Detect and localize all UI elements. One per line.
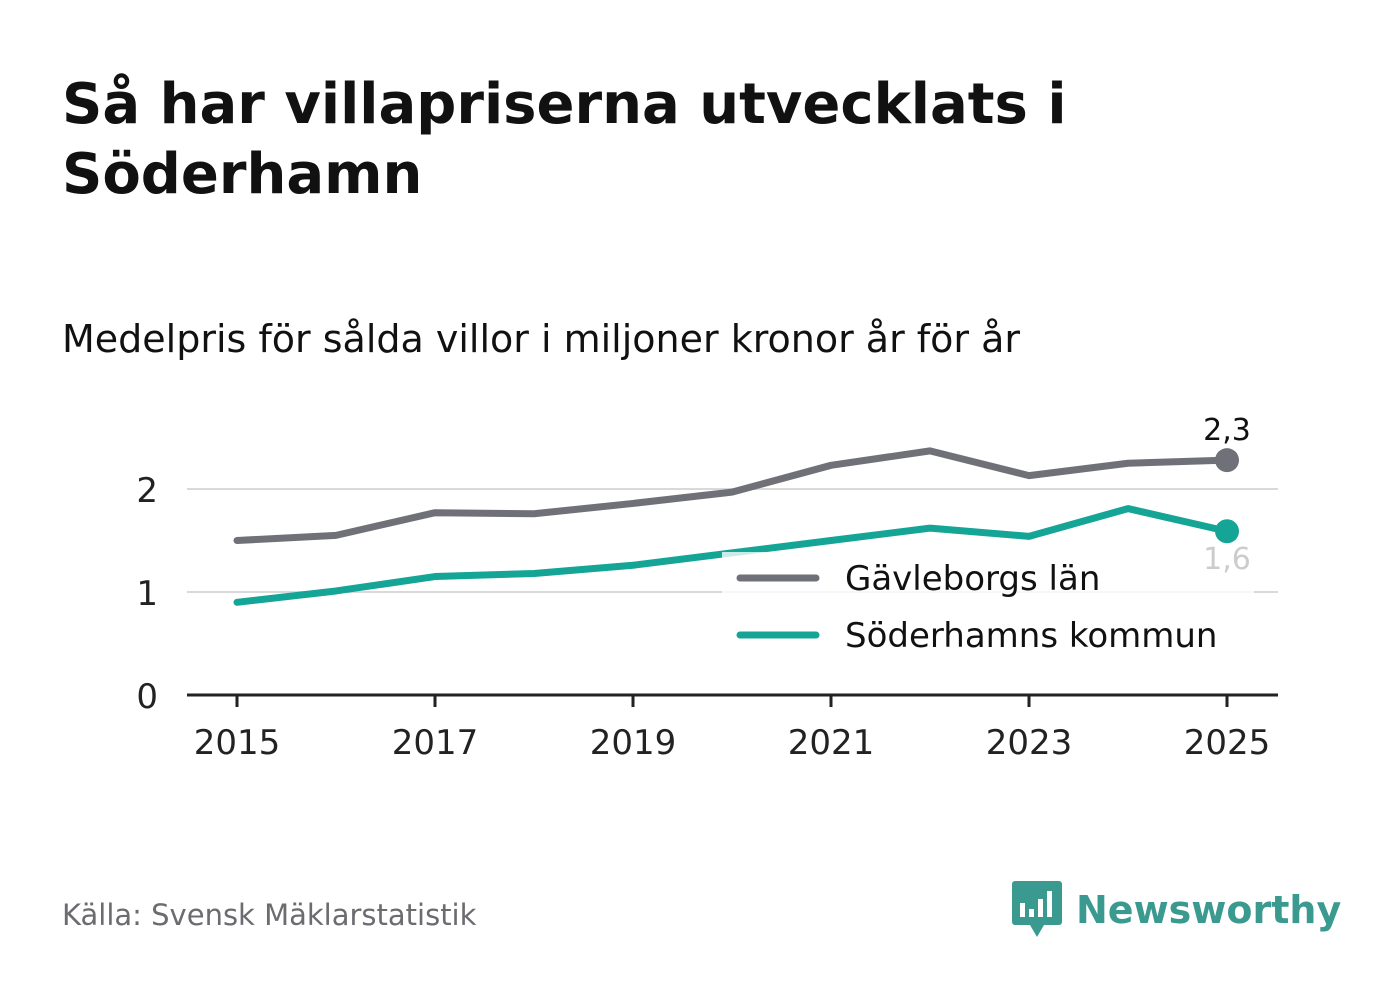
end-point-soderhamns-kommun xyxy=(1215,519,1239,544)
x-tick-label: 2021 xyxy=(788,723,875,763)
chart-subtitle: Medelpris för sålda villor i miljoner kr… xyxy=(62,317,1021,361)
y-tick-label: 0 xyxy=(136,677,158,717)
legend-background xyxy=(722,552,1254,664)
newsworthy-logo-icon xyxy=(1012,881,1062,937)
y-tick-label: 1 xyxy=(136,574,158,614)
chart-title: Så har villapriserna utvecklats i Söderh… xyxy=(62,72,1067,207)
brand-logo: Newsworthy xyxy=(1010,878,1341,942)
x-tick-label: 2015 xyxy=(194,723,281,763)
x-tick-label: 2017 xyxy=(392,723,479,763)
x-tick-label: 2025 xyxy=(1184,723,1271,763)
legend-label: Söderhamns kommun xyxy=(845,616,1217,656)
source-text: Källa: Svensk Mäklarstatistik xyxy=(62,898,477,932)
series-line-gavleborgs-lan xyxy=(233,447,1231,544)
y-tick-label: 2 xyxy=(136,471,158,511)
x-tick-label: 2019 xyxy=(590,723,677,763)
end-label-gavleborgs-lan: 2,3 xyxy=(1203,413,1251,448)
end-label-soderhamns-kommun: 1,6 xyxy=(1203,542,1251,577)
brand-name: Newsworthy xyxy=(1076,888,1342,932)
x-tick-label: 2023 xyxy=(986,723,1073,763)
end-point-gavleborgs-lan xyxy=(1215,448,1239,473)
legend-label: Gävleborgs län xyxy=(845,559,1100,599)
